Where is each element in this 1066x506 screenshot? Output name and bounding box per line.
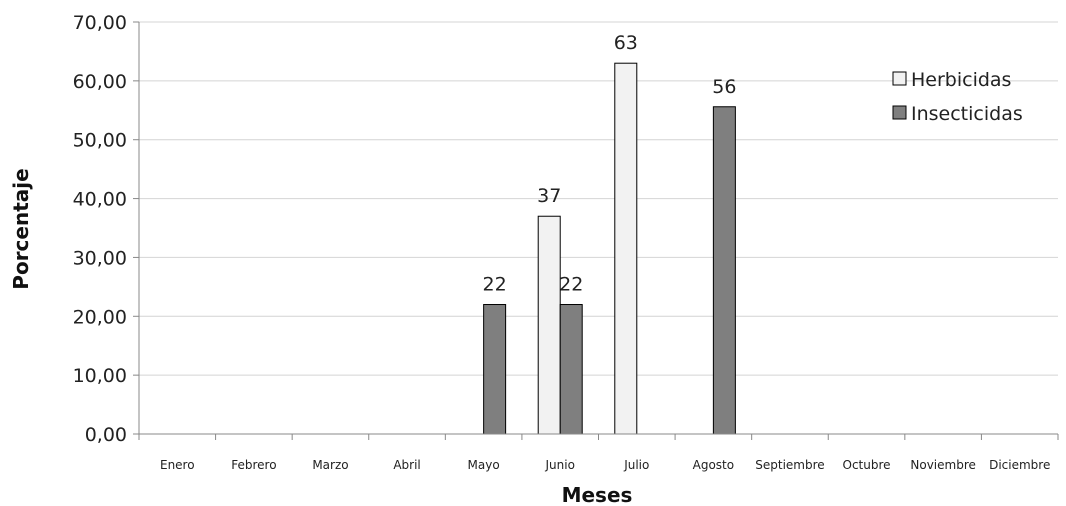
x-tick-label: Agosto	[693, 458, 734, 472]
bars	[483, 62, 736, 435]
bar-herbicidas	[537, 215, 561, 435]
x-tick-label: Junio	[544, 458, 574, 472]
x-tick-label: Abril	[393, 458, 420, 472]
bar-herbicidas	[614, 62, 638, 435]
x-tick-label: Julio	[623, 458, 649, 472]
y-tick-label: 10,00	[73, 365, 127, 387]
y-tick-labels: 0,00 10,00 20,00 30,00 40,00 50,00 60,00 70,00	[73, 12, 127, 446]
x-tick-label: Septiembre	[755, 458, 824, 472]
legend: Herbicidas Insecticidas	[892, 69, 1023, 125]
legend-label: Insecticidas	[911, 103, 1023, 125]
y-tick-label: 70,00	[73, 12, 127, 34]
x-tick-label: Febrero	[231, 458, 276, 472]
data-label: 56	[712, 76, 736, 98]
data-label: 63	[614, 32, 638, 54]
x-tick-label: Noviembre	[910, 458, 976, 472]
x-tick-label: Diciembre	[989, 458, 1050, 472]
x-tick-label: Octubre	[843, 458, 891, 472]
x-tick-labels: Enero Febrero Marzo Abril Mayo Junio Julio Agos…	[160, 458, 1050, 472]
bar-insecticidas	[559, 304, 583, 435]
x-axis-title: Meses	[562, 483, 633, 506]
data-label: 22	[483, 274, 507, 296]
x-tick-label: Mayo	[468, 458, 500, 472]
gridlines	[139, 21, 1058, 376]
y-tick-label: 50,00	[73, 130, 127, 152]
x-tick-label: Enero	[160, 458, 195, 472]
legend-swatch	[892, 105, 907, 120]
y-tick-label: 20,00	[73, 306, 127, 328]
x-tick-label: Marzo	[312, 458, 348, 472]
legend-swatch	[892, 71, 907, 86]
axes	[133, 21, 1059, 440]
y-axis-title: Porcentaje	[9, 168, 33, 289]
data-label: 37	[537, 185, 561, 207]
y-tick-label: 30,00	[73, 247, 127, 269]
y-tick-label: 60,00	[73, 71, 127, 93]
bar-insecticidas	[483, 304, 507, 435]
y-tick-label: 40,00	[73, 189, 127, 211]
y-tick-label: 0,00	[85, 424, 127, 446]
data-label: 22	[559, 274, 583, 296]
legend-label: Herbicidas	[911, 69, 1011, 91]
data-labels: 37 63 22 22 56	[483, 32, 737, 295]
bar-insecticidas	[712, 106, 736, 435]
